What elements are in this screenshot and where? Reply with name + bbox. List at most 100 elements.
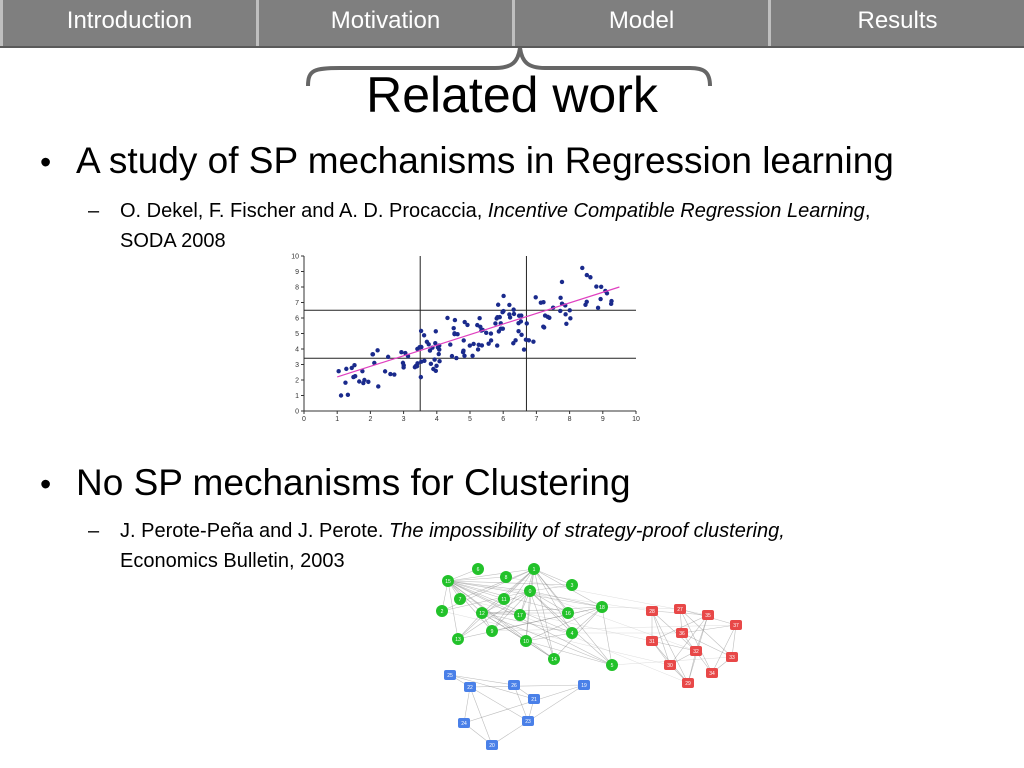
ref-venue: SODA 2008 bbox=[120, 230, 226, 252]
data-point bbox=[460, 349, 466, 355]
data-point bbox=[437, 359, 442, 364]
data-point bbox=[501, 293, 506, 299]
node-label: 24 bbox=[461, 721, 467, 727]
blue-node bbox=[464, 682, 476, 692]
graph-edge bbox=[447, 580, 505, 600]
data-point bbox=[362, 377, 367, 383]
data-point bbox=[542, 313, 548, 318]
data-point bbox=[445, 315, 450, 321]
node-label: 15 bbox=[445, 579, 451, 585]
y-tick-label: 2 bbox=[295, 378, 299, 385]
data-point bbox=[584, 272, 590, 278]
tab-introduction[interactable]: Introduction bbox=[0, 0, 259, 46]
graph-edge bbox=[711, 624, 737, 674]
node-label: 27 bbox=[677, 607, 683, 613]
tab-model[interactable]: Model bbox=[515, 0, 771, 46]
red-node bbox=[690, 646, 702, 656]
data-point bbox=[500, 326, 506, 331]
graph-edge bbox=[601, 606, 613, 666]
node-label: 12 bbox=[479, 611, 485, 617]
graph-edge bbox=[525, 590, 531, 642]
data-point bbox=[343, 380, 348, 385]
data-point bbox=[541, 325, 547, 330]
node-label: 11 bbox=[501, 597, 506, 603]
node-label: 26 bbox=[511, 683, 517, 689]
data-point bbox=[428, 361, 434, 367]
graph-edge bbox=[447, 580, 573, 634]
y-tick-label: 8 bbox=[295, 285, 299, 292]
graph-edge bbox=[601, 606, 681, 610]
graph-edge bbox=[525, 632, 573, 642]
green-node bbox=[566, 579, 578, 591]
x-tick-label: 8 bbox=[568, 416, 572, 423]
graph-edge bbox=[533, 568, 573, 586]
data-point bbox=[563, 312, 568, 317]
tab-results[interactable]: Results bbox=[857, 7, 938, 34]
data-point bbox=[488, 331, 494, 336]
y-tick-label: 9 bbox=[295, 269, 299, 276]
red-node bbox=[706, 668, 718, 678]
data-point bbox=[568, 316, 573, 321]
graph-edge bbox=[529, 590, 573, 634]
graph-edge bbox=[449, 674, 529, 722]
y-tick-label: 0 bbox=[295, 409, 299, 416]
data-point bbox=[432, 357, 437, 362]
node-label: 8 bbox=[505, 575, 508, 581]
green-node bbox=[528, 563, 540, 575]
green-node bbox=[524, 585, 536, 597]
graph-edge bbox=[731, 624, 737, 658]
graph-edge bbox=[481, 612, 613, 666]
x-tick-label: 3 bbox=[402, 416, 406, 423]
blue-node bbox=[578, 680, 590, 690]
data-point bbox=[433, 329, 438, 334]
node-label: 32 bbox=[693, 649, 699, 655]
graph-edge bbox=[447, 580, 555, 660]
bullet-text: No SP mechanisms for Clustering bbox=[76, 462, 631, 503]
graph-edge bbox=[533, 568, 555, 660]
node-label: 13 bbox=[455, 637, 461, 643]
green-node bbox=[520, 635, 532, 647]
ref-title: The impossibility of strategy-proof clus… bbox=[389, 520, 785, 542]
graph-edge bbox=[449, 674, 535, 700]
data-point bbox=[462, 353, 467, 358]
node-label: 14 bbox=[551, 657, 557, 663]
graph-edge bbox=[651, 610, 671, 666]
data-point bbox=[516, 328, 521, 334]
data-point bbox=[454, 355, 459, 361]
data-point bbox=[521, 347, 527, 352]
data-point bbox=[524, 321, 529, 326]
data-point bbox=[533, 295, 538, 300]
data-point bbox=[475, 347, 481, 352]
data-point bbox=[360, 368, 365, 374]
data-point bbox=[376, 384, 381, 389]
graph-edge bbox=[651, 610, 689, 684]
graph-edge bbox=[525, 640, 613, 666]
node-label: 1 bbox=[533, 567, 536, 573]
data-point bbox=[580, 265, 585, 271]
data-point bbox=[519, 332, 524, 338]
blue-node bbox=[458, 718, 470, 728]
red-node bbox=[664, 660, 676, 670]
red-node bbox=[682, 678, 694, 688]
data-point bbox=[465, 322, 470, 328]
blue-node bbox=[528, 694, 540, 704]
graph-edge bbox=[441, 610, 671, 666]
graph-edge bbox=[571, 606, 603, 634]
graph-edge bbox=[525, 606, 603, 642]
node-label: 4 bbox=[571, 631, 574, 637]
graph-edge bbox=[529, 590, 569, 614]
tab-motivation[interactable]: Motivation bbox=[259, 0, 515, 46]
x-tick-label: 6 bbox=[501, 416, 505, 423]
x-tick-label: 7 bbox=[534, 416, 538, 423]
data-point bbox=[511, 311, 517, 317]
node-label: 19 bbox=[581, 683, 587, 689]
graph-edge bbox=[533, 568, 613, 666]
graph-edge bbox=[491, 568, 535, 632]
data-point bbox=[461, 338, 466, 343]
y-tick-label: 7 bbox=[295, 300, 299, 307]
data-point bbox=[433, 368, 439, 374]
data-point bbox=[399, 349, 404, 355]
data-point bbox=[336, 369, 341, 374]
green-node bbox=[562, 607, 574, 619]
graph-edge bbox=[529, 590, 603, 608]
